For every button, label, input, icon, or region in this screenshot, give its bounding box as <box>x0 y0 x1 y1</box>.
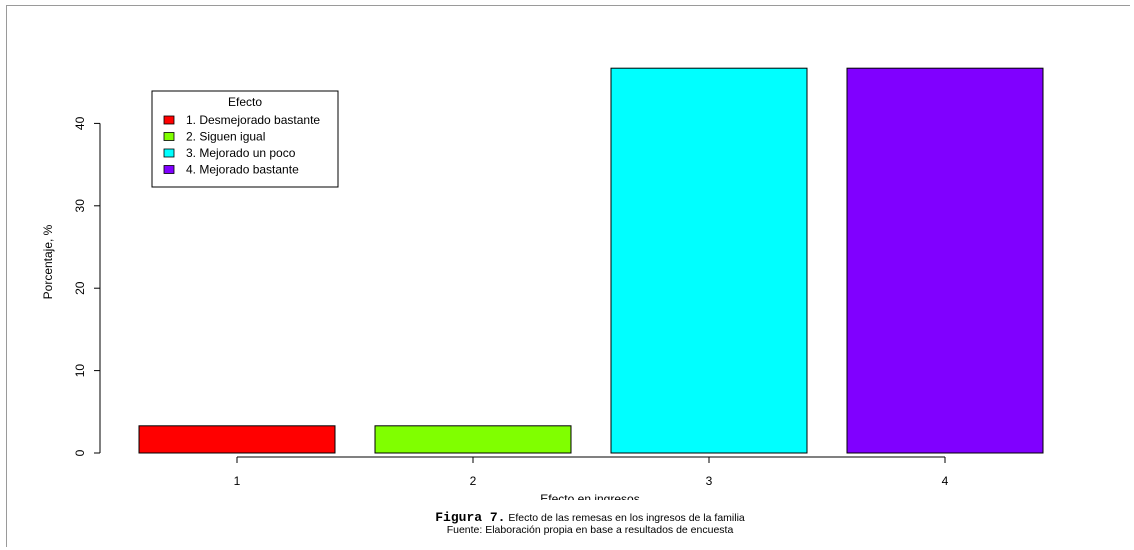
y-tick-label: 30 <box>73 199 87 213</box>
x-axis: 1 2 3 4 <box>234 456 949 488</box>
plot-frame <box>6 5 1130 547</box>
y-tick-label: 40 <box>73 116 87 130</box>
bar <box>846 67 1044 454</box>
x-tick-label: 1 <box>234 474 241 488</box>
x-axis-title: Efecto en ingresos <box>540 492 639 500</box>
figure-caption: Figura 7. Efecto de las remesas en los i… <box>0 510 1134 525</box>
x-tick-label: 4 <box>942 474 949 488</box>
y-axis: 0 10 20 30 40 <box>73 116 101 456</box>
legend-entry: 3. Mejorado un poco <box>186 146 296 160</box>
bar-chart: 0 10 20 30 40 1 2 3 4 Porcentaje, % Efecto en i… <box>41 67 1044 500</box>
source-note: Fuente: Elaboración propia en base a res… <box>446 524 734 536</box>
bar <box>138 425 336 454</box>
legend-entry: 4. Mejorado bastante <box>186 163 299 177</box>
legend-swatch <box>163 148 175 158</box>
y-axis-title: Porcentaje, % <box>41 224 55 299</box>
bar <box>374 425 572 454</box>
y-tick-label: 0 <box>73 449 87 456</box>
y-tick-label: 20 <box>73 281 87 295</box>
legend-box <box>151 90 339 188</box>
legend-title: Efecto <box>228 95 262 109</box>
legend: Efecto 1. Desmejorado bastante 2. Siguen … <box>151 90 339 188</box>
legend-swatch <box>163 165 175 174</box>
y-tick-label: 10 <box>73 364 87 378</box>
figure-text: Efecto de las remesas en los ingresos de… <box>508 512 745 524</box>
legend-entry: 2. Siguen igual <box>186 130 265 144</box>
legend-swatch <box>163 132 175 141</box>
bars <box>138 67 1044 454</box>
legend-entry: 1. Desmejorado bastante <box>186 113 320 127</box>
bar <box>610 67 808 454</box>
figure-label: Figura 7. <box>435 510 506 525</box>
x-tick-label: 2 <box>470 474 477 488</box>
legend-swatch <box>163 115 175 125</box>
x-tick-label: 3 <box>706 474 713 488</box>
